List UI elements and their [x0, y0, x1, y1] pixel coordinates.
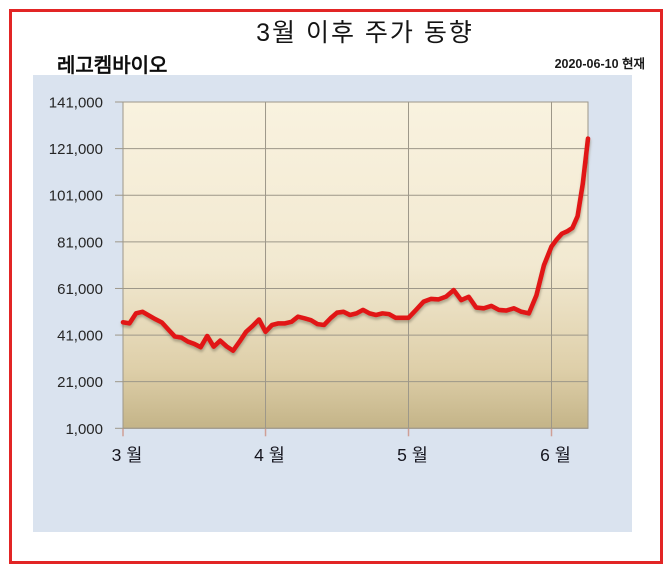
- y-axis-tick-label: 121,000: [49, 141, 103, 158]
- y-axis-tick-label: 81,000: [57, 234, 103, 251]
- y-axis-tick-label: 101,000: [49, 188, 103, 205]
- y-axis-tick-label: 21,000: [57, 374, 103, 391]
- x-axis-tick-label: 5 월: [397, 445, 428, 465]
- plot-border: [122, 101, 589, 429]
- y-axis-tick-label: 41,000: [57, 328, 103, 345]
- as-of-date: 2020-06-10 현재: [554, 57, 645, 71]
- stock-name: 레고켐바이오: [57, 55, 168, 77]
- x-axis-tick-label: 3 월: [112, 445, 143, 465]
- y-axis-tick-label: 141,000: [49, 95, 103, 112]
- x-axis-tick-label: 4 월: [254, 445, 285, 465]
- y-axis-tick-label: 61,000: [57, 281, 103, 298]
- y-axis-tick-label: 1,000: [65, 421, 103, 438]
- plot-background: [123, 102, 588, 429]
- x-axis-tick-label: 6 월: [540, 445, 571, 465]
- plot-area: 141,000 121,000 101,000 81,000 61,000 41,000 2…: [49, 95, 591, 465]
- chart-title: 3월 이후 주가 동향: [256, 19, 474, 47]
- price-line: [120, 136, 591, 354]
